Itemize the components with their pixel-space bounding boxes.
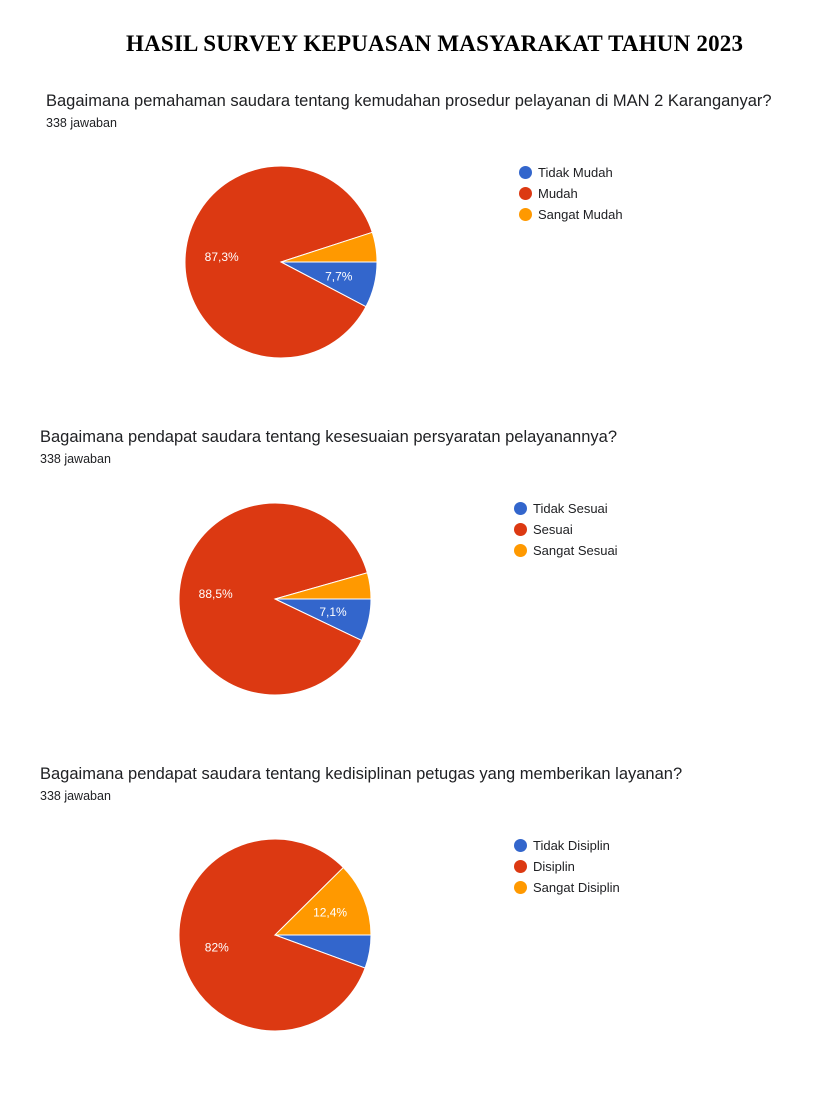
legend-item: Sangat Sesuai xyxy=(514,540,618,561)
legend-label: Sesuai xyxy=(533,522,573,537)
slice-data-label: 87,3% xyxy=(205,250,239,264)
chart-legend: Tidak Sesuai Sesuai Sangat Sesuai xyxy=(514,498,618,561)
legend-swatch-icon xyxy=(519,166,532,179)
pie-slice-mudah xyxy=(184,165,373,359)
legend-label: Sangat Disiplin xyxy=(533,880,620,895)
legend-item: Sangat Disiplin xyxy=(514,877,620,898)
question-title: Bagaimana pendapat saudara tentang kedis… xyxy=(40,765,683,783)
legend-swatch-icon xyxy=(514,839,527,852)
legend-swatch-icon xyxy=(514,502,527,515)
legend-swatch-icon xyxy=(519,187,532,200)
survey-section-discipline: Bagaimana pendapat saudara tentang kedis… xyxy=(0,765,823,1101)
chart-legend: Tidak Disiplin Disiplin Sangat Disiplin xyxy=(514,835,620,898)
survey-section-ease-of-procedure: Bagaimana pemahaman saudara tentang kemu… xyxy=(0,92,823,428)
pie-slice-disiplin xyxy=(178,838,366,1032)
legend-item: Disiplin xyxy=(514,856,620,877)
chart-legend: Tidak Mudah Mudah Sangat Mudah xyxy=(519,162,623,225)
pie-chart: 7,7% 87,3% xyxy=(184,165,378,359)
legend-label: Sangat Sesuai xyxy=(533,543,618,558)
legend-swatch-icon xyxy=(519,208,532,221)
slice-data-label: 82% xyxy=(205,941,229,955)
pie-slice-sesuai xyxy=(178,502,368,696)
pie-slice-sangat-mudah xyxy=(280,231,378,263)
legend-swatch-icon xyxy=(514,881,527,894)
legend-label: Tidak Mudah xyxy=(538,165,613,180)
response-count: 338 jawaban xyxy=(40,789,111,803)
slice-data-label: 88,5% xyxy=(199,587,233,601)
legend-label: Tidak Disiplin xyxy=(533,838,610,853)
pie-slice-sangat-sesuai xyxy=(274,572,372,600)
pie-chart: 7,1% 88,5% xyxy=(178,502,372,696)
legend-swatch-icon xyxy=(514,860,527,873)
pie-slice-sangat-disiplin xyxy=(273,866,372,936)
question-title: Bagaimana pendapat saudara tentang keses… xyxy=(40,428,618,446)
legend-label: Sangat Mudah xyxy=(538,207,623,222)
legend-item: Sangat Mudah xyxy=(519,204,623,225)
slice-data-label: 12,4% xyxy=(313,905,347,919)
page-title: HASIL SURVEY KEPUASAN MASYARAKAT TAHUN 2… xyxy=(126,31,744,56)
legend-swatch-icon xyxy=(514,544,527,557)
legend-item: Tidak Sesuai xyxy=(514,498,618,519)
legend-label: Disiplin xyxy=(533,859,575,874)
legend-label: Mudah xyxy=(538,186,578,201)
legend-swatch-icon xyxy=(514,523,527,536)
legend-item: Tidak Disiplin xyxy=(514,835,620,856)
question-title: Bagaimana pemahaman saudara tentang kemu… xyxy=(46,92,772,110)
legend-item: Tidak Mudah xyxy=(519,162,623,183)
legend-item: Mudah xyxy=(519,183,623,204)
response-count: 338 jawaban xyxy=(46,116,117,130)
slice-data-label: 7,7% xyxy=(325,269,353,283)
response-count: 338 jawaban xyxy=(40,452,111,466)
pie-chart: 82% 12,4% xyxy=(178,838,372,1032)
legend-item: Sesuai xyxy=(514,519,618,540)
legend-label: Tidak Sesuai xyxy=(533,501,608,516)
survey-section-requirements: Bagaimana pendapat saudara tentang keses… xyxy=(0,428,823,764)
slice-data-label: 7,1% xyxy=(319,605,347,619)
